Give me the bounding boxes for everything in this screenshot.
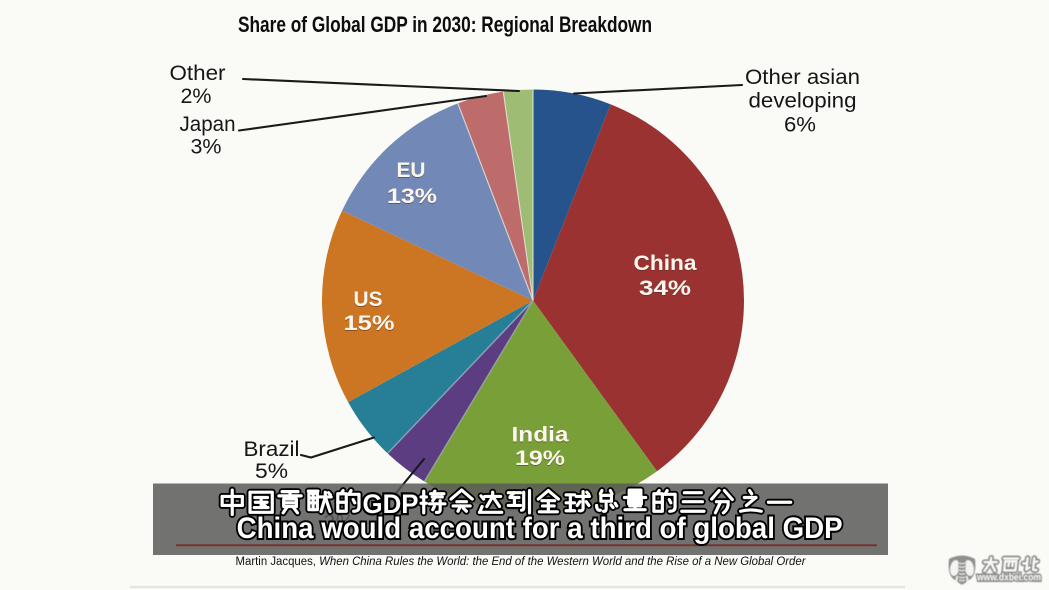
svg-text:EU: EU — [397, 159, 426, 183]
svg-text:Martin Jacques, When China Rul: Martin Jacques, When China Rules the Wor… — [236, 556, 807, 568]
svg-text:Brazil: Brazil — [244, 438, 300, 461]
svg-text:13%: 13% — [387, 185, 437, 209]
svg-text:US: US — [354, 288, 383, 312]
svg-text:India: India — [512, 423, 570, 447]
svg-text:Japan: Japan — [180, 113, 236, 136]
svg-text:developing: developing — [749, 90, 857, 113]
svg-text:EU: EU — [397, 158, 426, 182]
svg-text:Other asian: Other asian — [745, 66, 860, 89]
svg-text:GDP: GDP — [363, 489, 419, 519]
svg-text:13%: 13% — [387, 184, 437, 208]
svg-text:China: China — [634, 252, 698, 276]
svg-text:China would account for a thir: China would account for a third of globa… — [237, 512, 843, 545]
svg-text:34%: 34% — [639, 276, 691, 300]
svg-text:19%: 19% — [515, 447, 565, 471]
svg-text:2%: 2% — [181, 85, 212, 108]
svg-text:15%: 15% — [344, 312, 395, 336]
svg-text:www.dxbei.com: www.dxbei.com — [976, 573, 1041, 584]
svg-text:India: India — [512, 424, 570, 448]
svg-text:34%: 34% — [639, 277, 691, 301]
svg-text:China: China — [634, 251, 698, 275]
svg-text:3%: 3% — [191, 136, 222, 159]
svg-text:5%: 5% — [255, 460, 288, 483]
svg-text:19%: 19% — [515, 446, 565, 470]
svg-text:Share of Global GDP in 2030: R: Share of Global GDP in 2030: Regional Br… — [238, 12, 652, 37]
svg-text:15%: 15% — [344, 311, 395, 335]
svg-text:6%: 6% — [784, 114, 816, 137]
svg-text:US: US — [354, 287, 383, 311]
svg-text:Other: Other — [170, 62, 226, 85]
